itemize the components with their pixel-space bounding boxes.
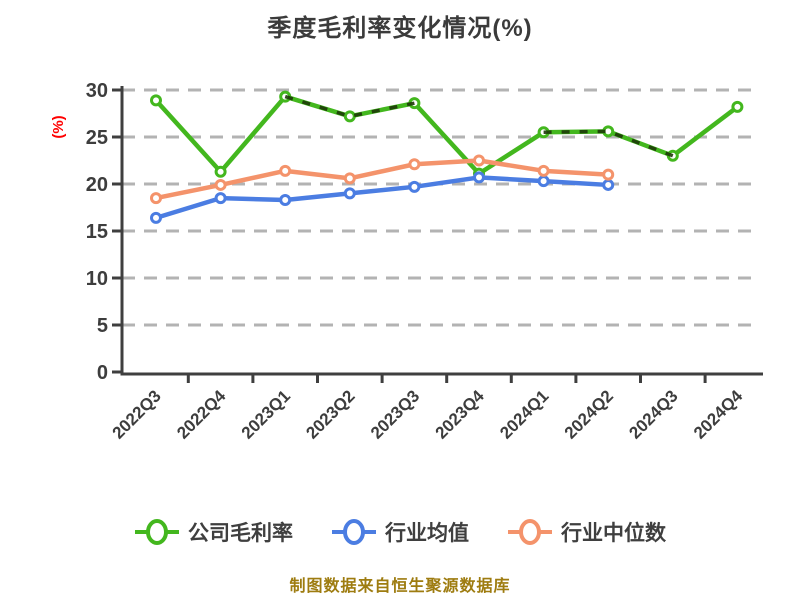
legend-label: 行业均值 <box>385 522 469 545</box>
industry-median-marker <box>150 192 162 205</box>
y-tick-label: 30 <box>86 80 108 102</box>
x-tick-label: 2024Q2 <box>561 386 617 442</box>
industry-median-marker <box>602 168 615 181</box>
industry-average-marker <box>602 178 615 191</box>
x-tick-label: 2023Q1 <box>238 386 294 442</box>
legend-label: 公司毛利率 <box>188 522 293 545</box>
industry-median-marker <box>279 164 292 177</box>
company-gross-margin-line <box>153 94 740 176</box>
x-tick-label: 2023Q3 <box>367 386 423 442</box>
x-tick-label: 2024Q1 <box>496 386 552 442</box>
x-tick-label: 2024Q3 <box>625 386 681 442</box>
x-tick-label: 2022Q4 <box>173 386 230 443</box>
industry-average-legend-marker-icon <box>332 519 376 545</box>
industry-average-marker <box>150 211 162 224</box>
industry-median-marker <box>343 172 356 185</box>
legend-item-industry-median: 行业中位数 <box>507 516 666 548</box>
industry-average-marker <box>537 175 550 188</box>
data-source-note: 制图数据来自恒生聚源数据库 <box>289 578 511 595</box>
company-gross-margin-marker <box>731 100 744 113</box>
company-gross-margin-dashed-overlay <box>284 94 415 119</box>
industry-average-marker <box>214 192 227 205</box>
x-tick-label: 2023Q4 <box>432 386 489 443</box>
company-gross-margin-dashed-overlay <box>543 129 674 158</box>
company-gross-margin-marker <box>214 165 227 178</box>
industry-median-marker <box>214 178 227 191</box>
chart-title: 季度毛利率变化情况(%) <box>267 15 533 42</box>
industry-median-legend-marker-icon <box>508 519 552 545</box>
y-tick-label: 15 <box>86 221 108 243</box>
industry-average-marker <box>279 193 292 206</box>
industry-average-line <box>153 175 611 221</box>
legend-item-company-gross-margin: 公司毛利率 <box>134 516 293 548</box>
industry-median-line <box>153 158 611 201</box>
y-tick-label: 0 <box>97 362 108 384</box>
industry-average-marker <box>473 171 485 184</box>
y-tick-label: 20 <box>86 174 108 196</box>
company-gross-margin-marker <box>343 110 356 123</box>
x-tick-label: 2024Q4 <box>690 386 747 443</box>
chart-legend: 公司毛利率 行业均值 行业中位数 <box>0 516 800 548</box>
y-tick-label: 5 <box>97 315 108 337</box>
company-gross-margin-legend-marker-icon <box>135 519 179 545</box>
y-tick-label: 10 <box>86 268 108 290</box>
x-tick-label: 2023Q2 <box>302 386 358 442</box>
legend-label: 行业中位数 <box>561 522 666 545</box>
company-gross-margin-marker <box>150 94 162 107</box>
industry-median-marker <box>408 158 421 171</box>
legend-item-industry-average: 行业均值 <box>331 516 469 548</box>
industry-median-marker <box>537 164 550 177</box>
industry-average-marker <box>408 180 421 193</box>
x-tick-label: 2022Q3 <box>109 386 165 442</box>
industry-median-marker <box>473 154 485 167</box>
y-tick-label: 25 <box>86 127 108 149</box>
industry-average-marker <box>343 187 356 200</box>
